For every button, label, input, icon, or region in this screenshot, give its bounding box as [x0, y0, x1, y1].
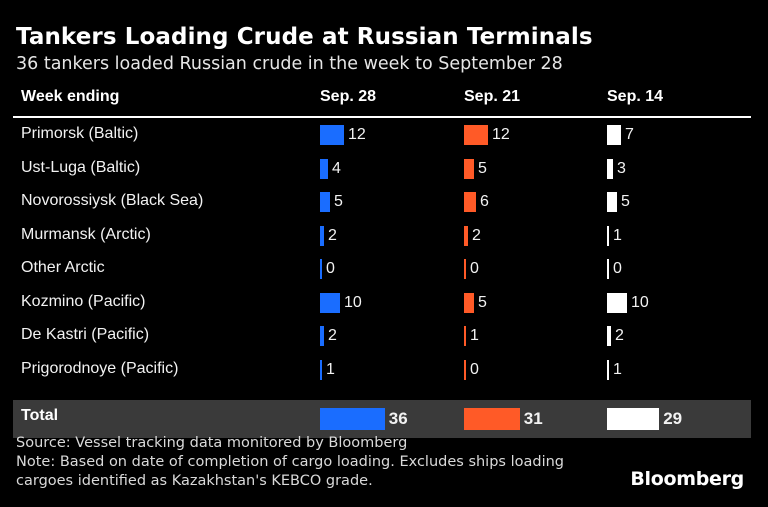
source-note: Source: Vessel tracking data monitored b…	[16, 434, 564, 491]
row-label: Ust-Luga (Baltic)	[21, 158, 141, 176]
chart-subtitle: 36 tankers loaded Russian crude in the w…	[16, 54, 563, 74]
total-bar-sep-21	[464, 408, 520, 430]
bar-sep-21	[464, 125, 488, 145]
value-label-sep-14: 1	[613, 226, 622, 244]
row-label: Primorsk (Baltic)	[21, 125, 139, 142]
bar-sep-28	[320, 125, 344, 145]
value-label-sep-21: 2	[472, 226, 481, 244]
bar-sep-14	[607, 192, 617, 212]
total-value-sep-21: 31	[523, 409, 543, 428]
bar-sep-28	[320, 192, 330, 212]
bar-sep-14	[607, 158, 613, 179]
value-label-sep-28: 2	[328, 226, 337, 244]
total-value-sep-28: 36	[388, 409, 408, 428]
value-label-sep-21: 1	[470, 327, 479, 344]
total-value-sep-14: 29	[663, 409, 683, 428]
bar-sep-14	[607, 225, 609, 246]
bar-sep-28	[320, 326, 324, 346]
total-bar-sep-14	[607, 408, 660, 430]
value-label-sep-21: 0	[470, 260, 479, 277]
value-label-sep-28: 10	[344, 293, 362, 311]
column-header-sep-14: Sep. 14	[607, 88, 664, 105]
bar-sep-21	[464, 359, 466, 380]
bar-sep-14	[607, 259, 609, 279]
row-label: De Kastri (Pacific)	[21, 326, 150, 343]
bar-sep-14	[607, 326, 611, 346]
column-header-sep-21: Sep. 21	[464, 88, 521, 105]
value-label-sep-21: 6	[480, 193, 489, 210]
bar-sep-14	[607, 125, 621, 145]
total-bar-sep-28	[320, 408, 385, 430]
bar-sep-28	[320, 292, 340, 313]
value-label-sep-14: 3	[617, 159, 626, 177]
row-label: Prigorodnoye (Pacific)	[21, 359, 179, 377]
row-label: Novorossiysk (Black Sea)	[21, 192, 204, 209]
value-label-sep-21: 5	[478, 293, 487, 311]
value-label-sep-28: 1	[326, 360, 335, 378]
row-header: Week ending	[21, 88, 120, 105]
bar-sep-28	[320, 259, 322, 279]
value-label-sep-14: 2	[615, 327, 624, 344]
bar-sep-28	[320, 158, 328, 179]
bar-sep-21	[464, 158, 474, 179]
row-label: Other Arctic	[21, 259, 105, 276]
bloomberg-logo: Bloomberg	[630, 468, 744, 490]
value-label-sep-14: 7	[625, 126, 634, 143]
source-line: Source: Vessel tracking data monitored b…	[16, 435, 408, 451]
bar-sep-14	[607, 292, 627, 313]
row-label: Kozmino (Pacific)	[21, 292, 146, 310]
value-label-sep-21: 0	[470, 360, 479, 378]
column-header-sep-28: Sep. 28	[320, 88, 377, 105]
bar-sep-28	[320, 225, 324, 246]
row-label: Murmansk (Arctic)	[21, 225, 151, 243]
bar-sep-21	[464, 292, 474, 313]
chart-title: Tankers Loading Crude at Russian Termina…	[16, 24, 593, 50]
bar-sep-21	[464, 192, 476, 212]
bar-sep-28	[320, 359, 322, 380]
value-label-sep-28: 4	[332, 159, 341, 177]
bar-sep-21	[464, 259, 466, 279]
value-label-sep-14: 0	[613, 260, 622, 277]
value-label-sep-14: 1	[613, 360, 622, 378]
note-line-1: Note: Based on date of completion of car…	[16, 454, 564, 470]
bar-sep-21	[464, 225, 468, 246]
value-label-sep-28: 2	[328, 327, 337, 344]
note-line-2: cargoes identified as Kazakhstan's KEBCO…	[16, 473, 373, 489]
value-label-sep-28: 5	[334, 193, 343, 210]
bar-sep-14	[607, 359, 609, 380]
value-label-sep-28: 12	[348, 126, 366, 143]
value-label-sep-14: 5	[621, 193, 630, 210]
value-label-sep-14: 10	[631, 293, 649, 311]
value-label-sep-28: 0	[326, 260, 335, 277]
value-label-sep-21: 12	[492, 126, 510, 143]
bar-sep-21	[464, 326, 466, 346]
header-rule	[13, 116, 751, 118]
total-label: Total	[21, 407, 59, 424]
value-label-sep-21: 5	[478, 159, 487, 177]
